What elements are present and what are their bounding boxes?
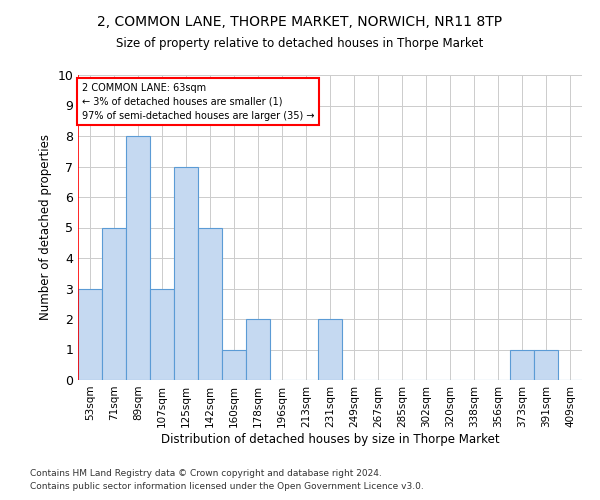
Text: Contains public sector information licensed under the Open Government Licence v3: Contains public sector information licen…	[30, 482, 424, 491]
Text: 2 COMMON LANE: 63sqm
← 3% of detached houses are smaller (1)
97% of semi-detache: 2 COMMON LANE: 63sqm ← 3% of detached ho…	[82, 82, 314, 120]
X-axis label: Distribution of detached houses by size in Thorpe Market: Distribution of detached houses by size …	[161, 432, 499, 446]
Text: Contains HM Land Registry data © Crown copyright and database right 2024.: Contains HM Land Registry data © Crown c…	[30, 468, 382, 477]
Bar	[126, 136, 150, 380]
Text: Size of property relative to detached houses in Thorpe Market: Size of property relative to detached ho…	[116, 38, 484, 51]
Bar	[150, 288, 174, 380]
Bar	[222, 350, 246, 380]
Bar	[198, 228, 222, 380]
Bar	[246, 319, 270, 380]
Bar	[102, 228, 126, 380]
Bar	[78, 288, 102, 380]
Bar	[510, 350, 534, 380]
Bar	[318, 319, 342, 380]
Y-axis label: Number of detached properties: Number of detached properties	[39, 134, 52, 320]
Bar	[174, 166, 198, 380]
Bar	[534, 350, 558, 380]
Text: 2, COMMON LANE, THORPE MARKET, NORWICH, NR11 8TP: 2, COMMON LANE, THORPE MARKET, NORWICH, …	[97, 15, 503, 29]
